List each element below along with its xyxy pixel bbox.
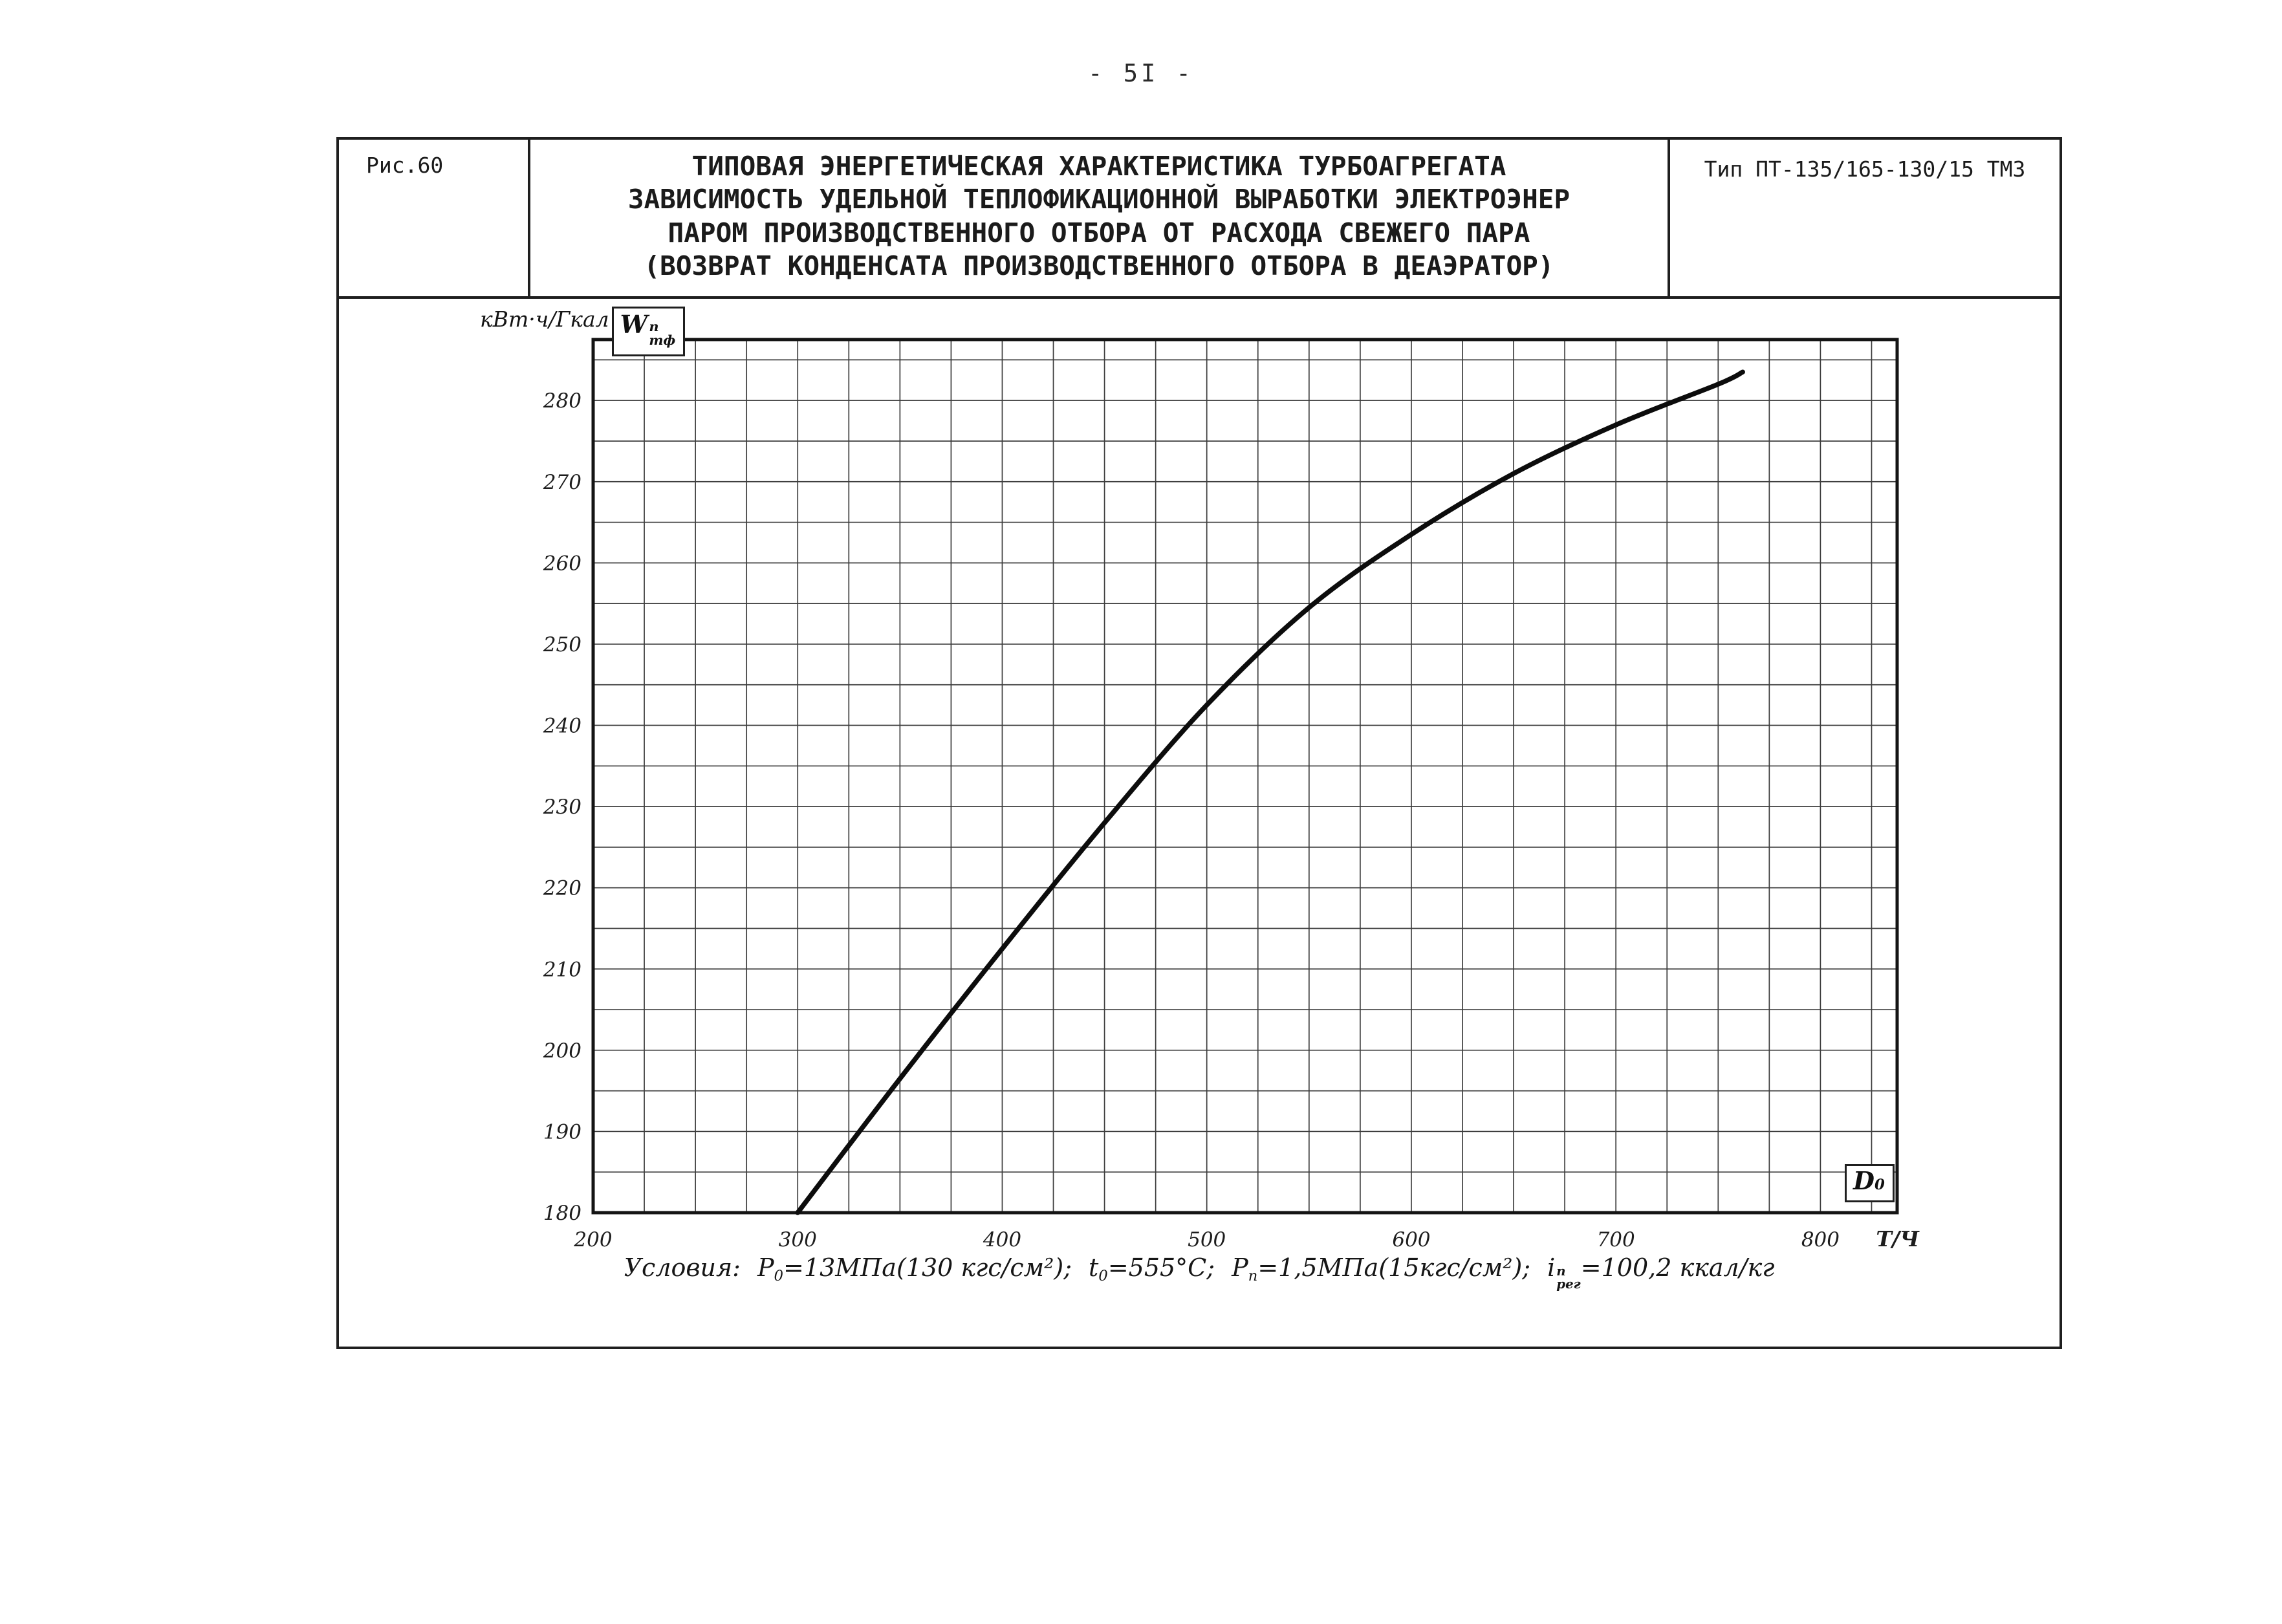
turbine-type-cell: Тип ПТ-135/165-130/15 ТМЗ bbox=[1670, 140, 2059, 296]
condition-p0: P0=13МПа(130 кгс/см²); bbox=[757, 1253, 1072, 1284]
y-tick-label: 210 bbox=[543, 958, 581, 981]
x-tick-label: 700 bbox=[1597, 1228, 1635, 1251]
conditions-prefix: Условия: bbox=[624, 1253, 741, 1282]
x-symbol-sub: 0 bbox=[1874, 1176, 1885, 1193]
title-line-3: ПАРОМ ПРОИЗВОДСТВЕННОГО ОТБОРА ОТ РАСХОД… bbox=[668, 217, 1530, 248]
ireg-scripts: п рег bbox=[1556, 1263, 1581, 1292]
y-symbol-scripts: п тф bbox=[649, 318, 676, 348]
x-tick-label: 300 bbox=[779, 1228, 817, 1251]
y-tick-label: 220 bbox=[543, 877, 581, 900]
condition-t0: t0=555°С; bbox=[1089, 1253, 1215, 1284]
x-tick-label: 500 bbox=[1188, 1228, 1226, 1251]
y-symbol-sub: тф bbox=[649, 331, 676, 348]
x-tick-label: 400 bbox=[983, 1228, 1021, 1251]
title-line-4: (ВОЗВРАТ КОНДЕНСАТА ПРОИЗВОДСТВЕННОГО ОТ… bbox=[644, 250, 1554, 281]
x-symbol-base: D bbox=[1853, 1166, 1874, 1195]
y-tick-label: 180 bbox=[543, 1202, 581, 1225]
x-tick-label: 200 bbox=[573, 1228, 612, 1251]
figure-label: Рис.60 bbox=[366, 153, 444, 178]
y-tick-label: 200 bbox=[543, 1039, 581, 1063]
characteristic-chart: 200 300 400 500 600 700 800 Т/Ч 180 190 200 210 220 2… bbox=[543, 338, 1920, 1251]
chart-title-cell: ТИПОВАЯ ЭНЕРГЕТИЧЕСКАЯ ХАРАКТЕРИСТИКА ТУ… bbox=[530, 140, 1670, 296]
document-frame: Рис.60 ТИПОВАЯ ЭНЕРГЕТИЧЕСКАЯ ХАРАКТЕРИС… bbox=[336, 137, 2062, 1349]
header-row: Рис.60 ТИПОВАЯ ЭНЕРГЕТИЧЕСКАЯ ХАРАКТЕРИС… bbox=[339, 140, 2059, 299]
y-tick-label: 240 bbox=[543, 715, 581, 738]
y-symbol-sup: п bbox=[649, 318, 659, 334]
y-tick-label: 250 bbox=[543, 633, 581, 656]
condition-ireg: i п рег =100,2 ккал/кг bbox=[1547, 1253, 1775, 1292]
y-tick-label: 260 bbox=[543, 552, 581, 575]
y-tick-label: 270 bbox=[543, 471, 581, 494]
x-tick-label: 600 bbox=[1392, 1228, 1430, 1251]
y-tick-label: 230 bbox=[543, 796, 581, 819]
figure-label-cell: Рис.60 bbox=[339, 140, 530, 296]
title-line-2: ЗАВИСИМОСТЬ УДЕЛЬНОЙ ТЕПЛОФИКАЦИОННОЙ ВЫ… bbox=[627, 184, 1570, 215]
conditions-line: Условия: P0=13МПа(130 кгс/см²); t0=555°С; P… bbox=[339, 1253, 2059, 1292]
turbine-type-label: Тип ПТ-135/165-130/15 ТМЗ bbox=[1704, 157, 2026, 182]
characteristic-curve bbox=[795, 369, 1745, 1215]
y-tick-label: 280 bbox=[543, 389, 581, 413]
page-number: - 5I - bbox=[1088, 60, 1194, 87]
x-axis-unit-label: Т/Ч bbox=[1876, 1226, 1920, 1251]
plot-frame bbox=[591, 338, 1899, 1215]
y-symbol-base: W bbox=[620, 310, 648, 339]
y-tick-label: 190 bbox=[543, 1120, 581, 1143]
x-tick-label: 800 bbox=[1801, 1228, 1840, 1251]
condition-pp: Pп=1,5МПа(15кгс/см²); bbox=[1232, 1253, 1531, 1284]
title-line-1: ТИПОВАЯ ЭНЕРГЕТИЧЕСКАЯ ХАРАКТЕРИСТИКА ТУ… bbox=[691, 151, 1506, 182]
y-axis-unit-text: кВт·ч/Гкал bbox=[480, 307, 609, 332]
